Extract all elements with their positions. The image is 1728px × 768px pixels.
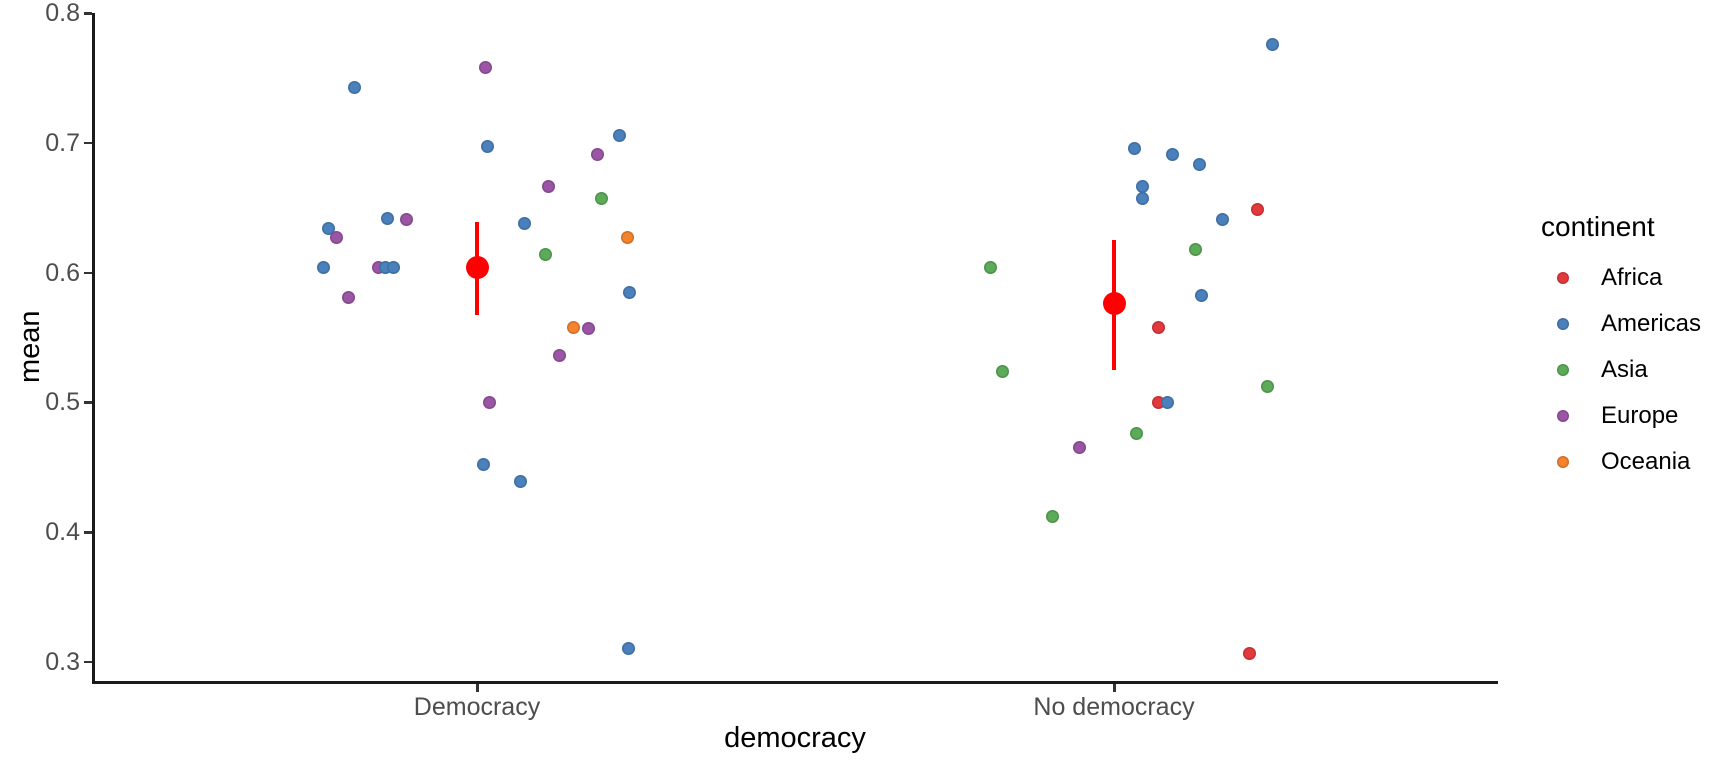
y-tick (84, 660, 92, 664)
data-point (1151, 320, 1165, 334)
data-point (480, 140, 494, 154)
data-point (581, 321, 595, 335)
data-point (1250, 202, 1264, 216)
data-point (1072, 441, 1086, 455)
legend-item: Africa (1541, 263, 1728, 293)
mean-point (465, 255, 489, 279)
y-tick-label: 0.7 (45, 128, 80, 157)
data-point (621, 642, 635, 656)
data-point (566, 320, 580, 334)
legend-item-label: Asia (1601, 356, 1648, 383)
legend-swatch (1557, 410, 1569, 422)
data-point (380, 211, 394, 225)
data-point (552, 349, 566, 363)
legend-item-label: Oceania (1601, 448, 1691, 475)
data-point (399, 212, 413, 226)
y-tick-label: 0.4 (45, 518, 80, 546)
data-point (1194, 289, 1208, 303)
data-point (995, 364, 1009, 378)
legend-item-label: Americas (1601, 310, 1702, 337)
data-point (1242, 647, 1256, 661)
y-tick-label: 0.3 (45, 647, 80, 676)
legend-item: Asia (1541, 355, 1728, 385)
data-point (1188, 242, 1202, 256)
legend: continent Africa Americas Asia Europe Oceani… (1541, 0, 1728, 768)
data-point (612, 128, 626, 142)
data-point (541, 180, 555, 194)
data-point (329, 231, 343, 245)
y-tick (84, 12, 92, 15)
legend-item-label: Europe (1601, 402, 1679, 429)
data-point (1160, 395, 1174, 409)
legend-item: Americas (1541, 309, 1728, 339)
data-point (590, 148, 604, 162)
y-tick-label: 0.6 (45, 258, 80, 287)
data-point (341, 290, 355, 304)
legend-item-label: Africa (1601, 264, 1663, 291)
data-point (1129, 426, 1143, 440)
x-axis-line (92, 681, 1498, 684)
data-point (513, 474, 527, 488)
y-tick (84, 401, 92, 404)
y-tick (84, 141, 92, 145)
data-point (478, 61, 492, 75)
y-tick-label: 0.8 (45, 0, 80, 28)
mean-point (1102, 292, 1126, 316)
data-point (1127, 141, 1141, 155)
legend-swatch (1557, 318, 1569, 330)
y-axis-title: mean (14, 310, 46, 383)
x-tick (1113, 684, 1116, 692)
data-point (517, 216, 531, 230)
x-tick-label: Democracy (413, 693, 541, 721)
data-point (1192, 158, 1206, 172)
data-point (1135, 180, 1149, 194)
y-axis-line (92, 13, 95, 684)
data-point (476, 458, 490, 472)
data-point (594, 192, 608, 206)
legend-swatch (1557, 272, 1569, 284)
y-tick (84, 531, 92, 534)
data-point (482, 395, 496, 409)
legend-title: continent (1541, 211, 1655, 242)
data-point (538, 247, 552, 261)
x-tick-label: No democracy (1033, 693, 1195, 721)
data-point (347, 80, 361, 94)
data-point (1135, 192, 1149, 206)
data-point (386, 260, 400, 274)
legend-swatch (1557, 364, 1569, 376)
data-point (622, 285, 636, 299)
legend-item: Europe (1541, 401, 1728, 431)
data-point (316, 260, 330, 274)
x-axis-title: democracy (724, 722, 866, 754)
data-point (1215, 212, 1229, 226)
legend-swatch (1557, 456, 1569, 468)
y-tick (84, 271, 92, 275)
data-point (620, 231, 634, 245)
data-point (1260, 380, 1274, 394)
data-point (1045, 509, 1059, 523)
data-point (1265, 37, 1279, 51)
data-point (1165, 148, 1179, 162)
x-tick (476, 684, 479, 692)
y-tick-label: 0.5 (45, 388, 80, 417)
data-point (983, 260, 997, 274)
legend-item: Oceania (1541, 447, 1728, 477)
